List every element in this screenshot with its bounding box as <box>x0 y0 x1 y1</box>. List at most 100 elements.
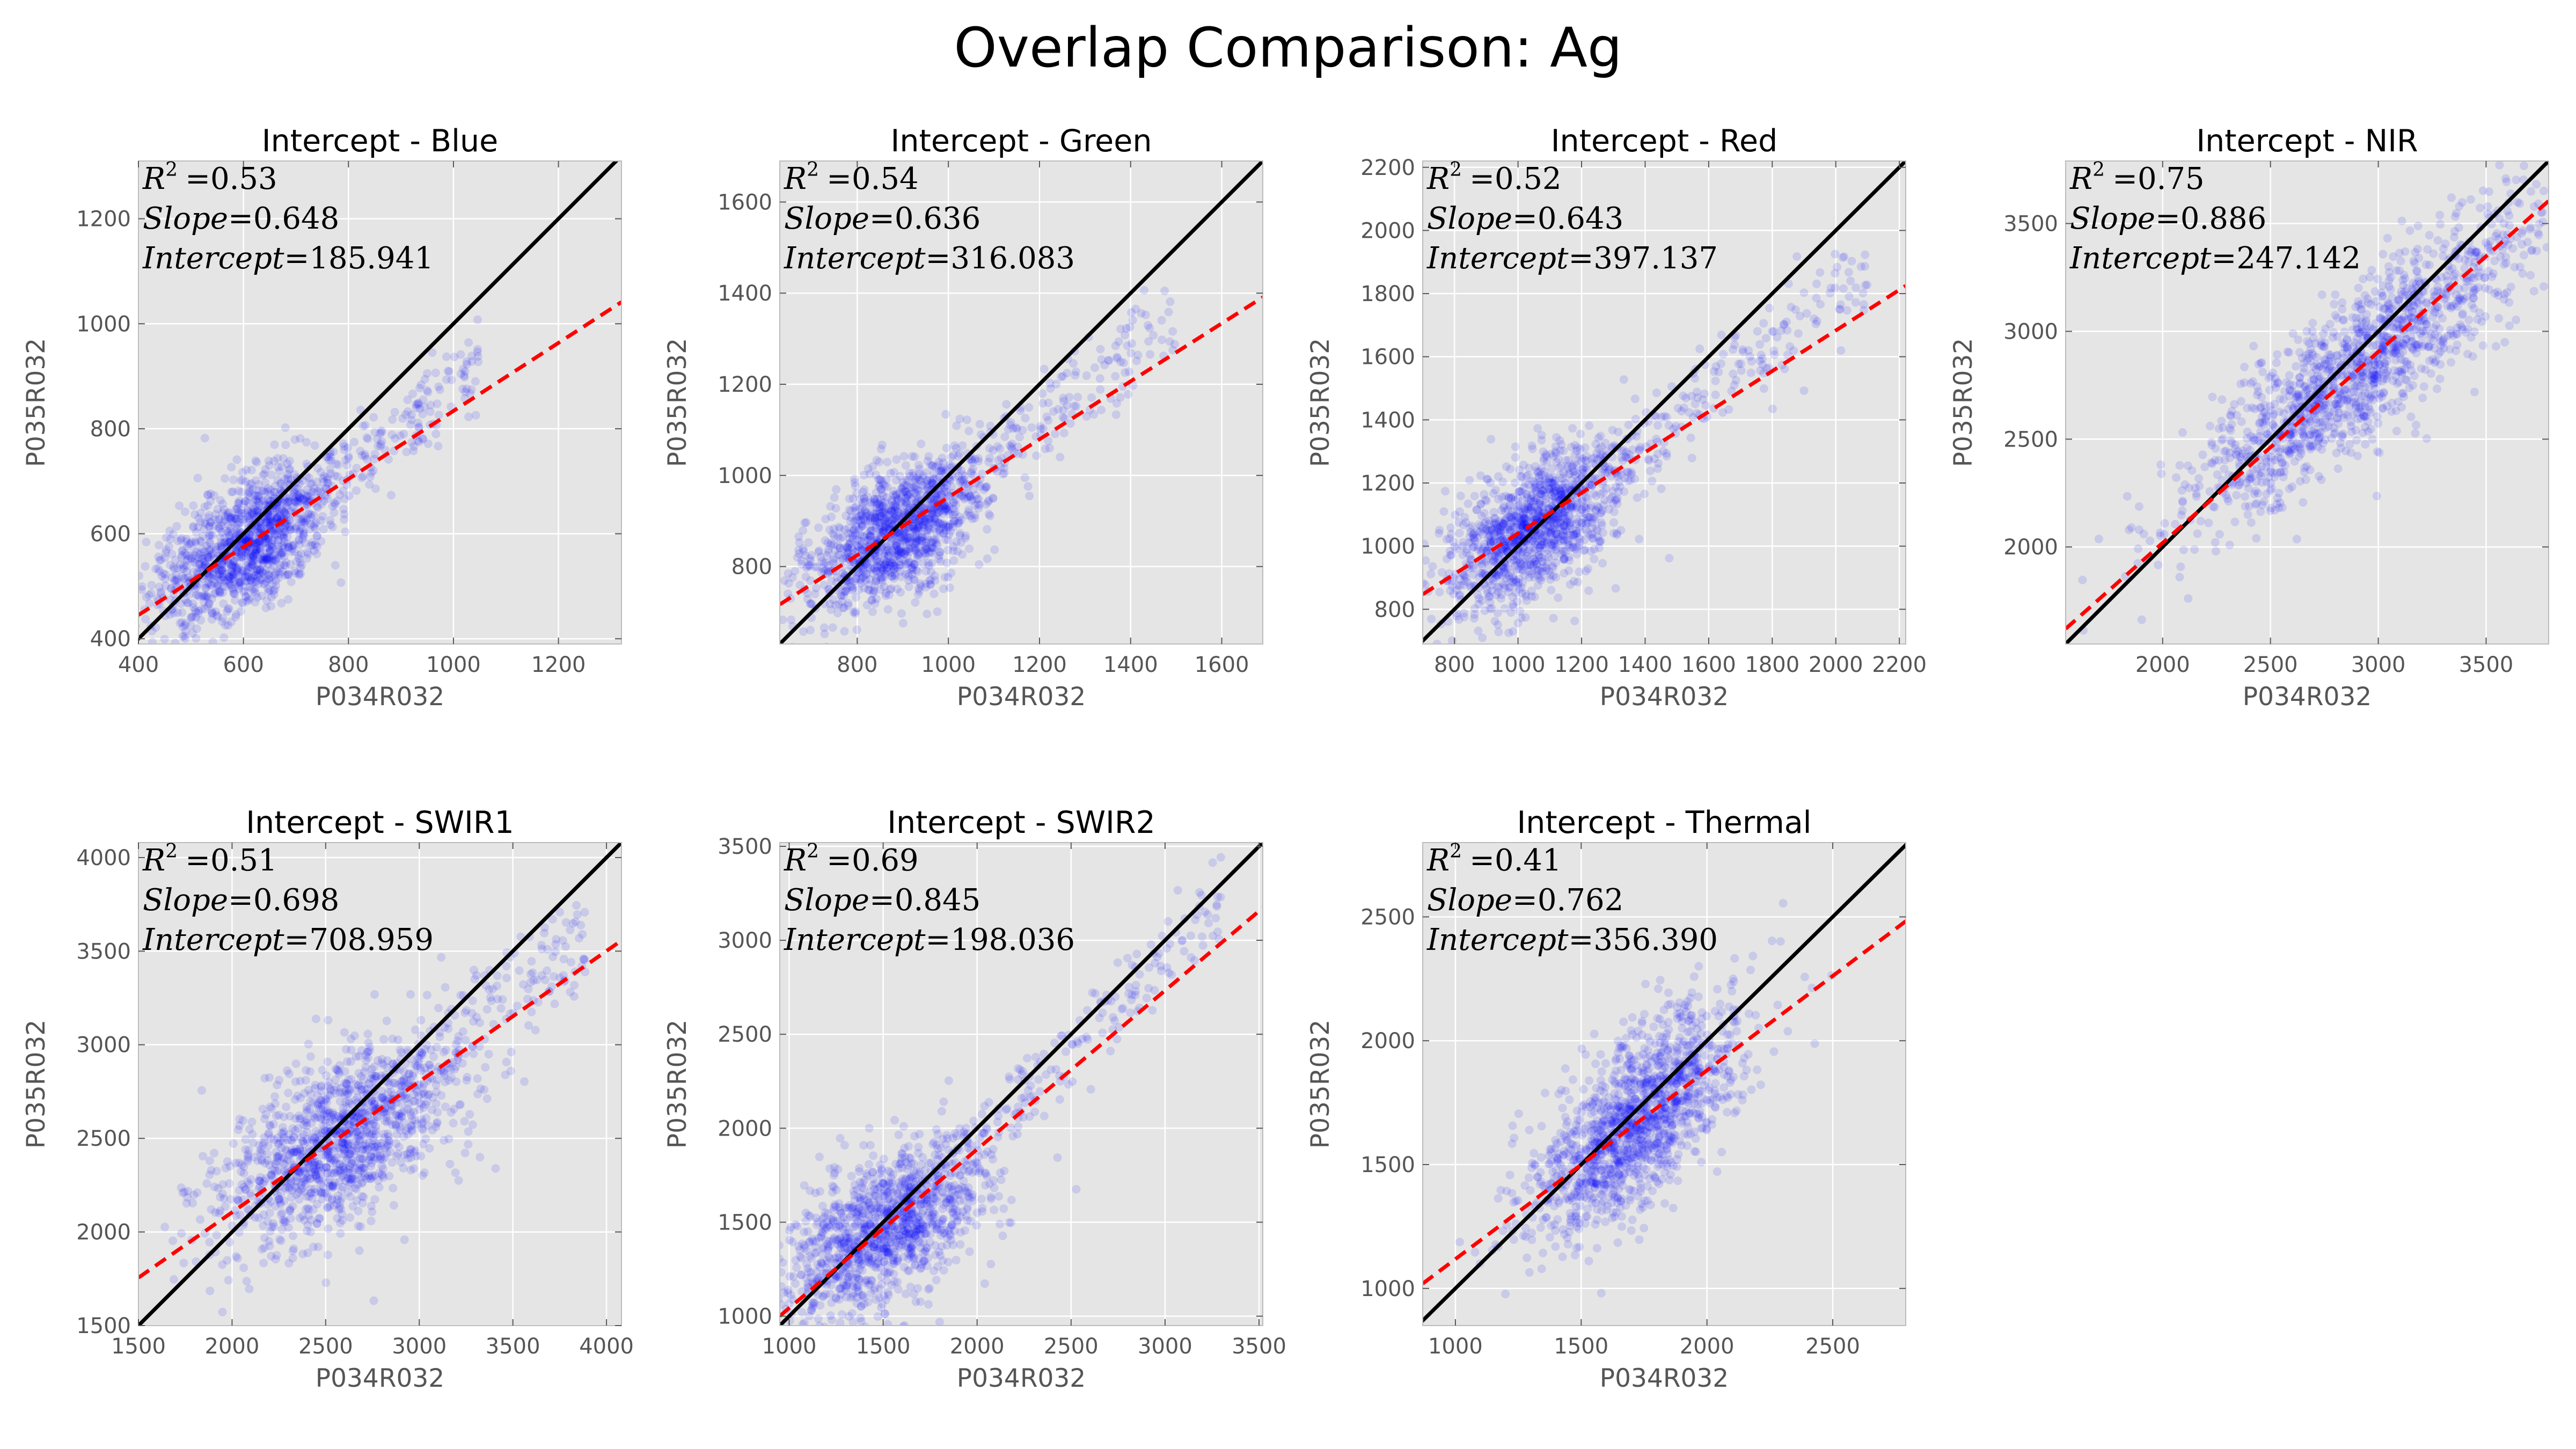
data-point <box>899 452 909 461</box>
data-point <box>292 557 301 566</box>
data-point <box>1572 476 1582 485</box>
data-point <box>892 546 901 555</box>
data-point <box>1664 421 1673 430</box>
data-point <box>840 588 849 597</box>
data-point <box>1049 407 1058 416</box>
data-point <box>219 633 229 642</box>
y-axis-label: P035R032 <box>21 338 51 467</box>
data-point <box>1565 524 1574 533</box>
data-point <box>279 532 288 541</box>
data-point <box>235 571 244 580</box>
data-point <box>306 492 316 501</box>
x-tick-label: 1200 <box>1554 653 1609 677</box>
data-point <box>934 466 943 475</box>
data-point <box>889 561 898 570</box>
data-point <box>1507 507 1517 516</box>
data-point <box>261 566 270 575</box>
data-point <box>1122 324 1131 333</box>
data-point <box>867 500 876 509</box>
data-point <box>247 560 257 569</box>
y-axis-label: P035R032 <box>1306 338 1335 467</box>
data-point <box>1534 501 1543 510</box>
data-point <box>2518 226 2527 235</box>
data-point <box>284 543 294 552</box>
data-point <box>282 502 291 511</box>
data-point <box>279 529 288 538</box>
slope-text: Slope=0.636 <box>784 201 980 236</box>
data-point <box>252 545 261 554</box>
data-point <box>2354 301 2363 310</box>
data-point <box>285 456 294 465</box>
data-point <box>881 514 890 523</box>
data-point <box>1114 337 1123 346</box>
data-point <box>911 515 920 524</box>
data-point <box>2359 274 2368 283</box>
data-point <box>893 507 902 516</box>
data-point <box>268 557 277 566</box>
data-point <box>1762 364 1771 373</box>
data-point <box>257 591 266 601</box>
data-point <box>854 512 863 521</box>
data-point <box>243 573 252 582</box>
data-point <box>861 512 870 521</box>
data-point <box>918 481 927 490</box>
data-point <box>177 533 186 543</box>
data-point <box>1783 350 1792 360</box>
data-point <box>1145 324 1154 333</box>
data-point <box>1485 526 1494 535</box>
data-point <box>817 557 826 566</box>
data-point <box>207 594 216 603</box>
data-point <box>941 503 950 513</box>
data-point <box>1072 402 1081 411</box>
data-point <box>994 456 1003 465</box>
data-point <box>941 535 950 544</box>
data-point <box>930 524 939 533</box>
data-point <box>275 504 284 514</box>
data-point <box>1730 380 1739 390</box>
data-point <box>844 598 853 608</box>
data-point <box>320 472 329 481</box>
data-point <box>1594 503 1604 512</box>
data-point <box>232 565 241 574</box>
data-point <box>474 357 483 367</box>
data-point <box>1541 533 1550 542</box>
data-point <box>922 468 931 477</box>
data-point <box>1558 540 1568 550</box>
data-point <box>917 536 926 545</box>
data-point <box>1492 520 1501 529</box>
data-point <box>420 375 429 384</box>
data-point <box>1599 501 1608 510</box>
data-point <box>211 545 221 554</box>
data-point <box>1831 269 1840 278</box>
data-point <box>840 644 848 653</box>
data-point <box>914 460 923 470</box>
data-point <box>1116 357 1125 367</box>
data-point <box>270 585 280 594</box>
data-point <box>1535 543 1545 552</box>
data-point <box>190 559 199 568</box>
data-point <box>2334 384 2343 393</box>
data-point <box>1534 509 1543 518</box>
data-point <box>1569 577 1578 586</box>
data-point <box>1529 561 1538 570</box>
data-point <box>1144 337 1153 346</box>
data-point <box>1559 536 1568 545</box>
data-point <box>329 447 338 456</box>
data-point <box>1499 567 1509 576</box>
data-point <box>2231 441 2240 450</box>
data-point <box>1506 559 1516 568</box>
data-point <box>886 501 895 510</box>
data-point <box>1469 530 1478 539</box>
data-point <box>280 508 289 517</box>
data-point <box>958 470 967 479</box>
data-point <box>1486 537 1495 546</box>
data-point <box>2469 283 2478 292</box>
data-point <box>888 559 897 568</box>
data-point <box>1552 573 1561 582</box>
data-point <box>928 479 937 488</box>
data-point <box>310 546 319 555</box>
data-point <box>865 536 874 545</box>
data-point <box>1585 513 1594 522</box>
data-point <box>261 500 270 509</box>
data-point <box>2502 288 2512 297</box>
